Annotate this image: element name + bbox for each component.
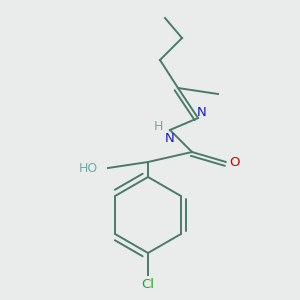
Text: HO: HO xyxy=(79,161,98,175)
Text: Cl: Cl xyxy=(142,278,154,290)
Text: O: O xyxy=(230,155,240,169)
Text: H: H xyxy=(153,119,163,133)
Text: N: N xyxy=(197,106,207,119)
Text: N: N xyxy=(165,133,175,146)
